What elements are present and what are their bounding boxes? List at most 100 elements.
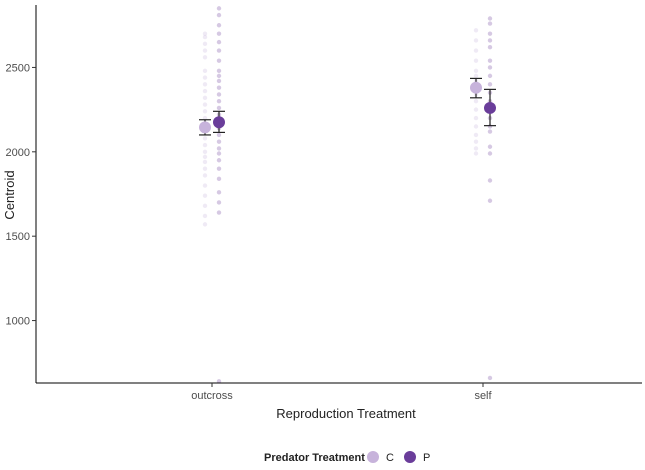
data-point: [202, 159, 208, 165]
data-point: [216, 31, 222, 36]
data-point: [487, 73, 493, 79]
data-point: [487, 375, 493, 381]
y-tick-label: 1000: [6, 316, 30, 328]
data-point: [473, 38, 479, 43]
data-point: [216, 73, 222, 79]
data-point: [473, 146, 479, 151]
data-point: [487, 58, 493, 63]
legend-key-p: [404, 451, 416, 463]
data-point: [216, 85, 222, 90]
data-point: [473, 58, 479, 63]
data-point: [202, 55, 208, 60]
data-point: [487, 151, 493, 156]
data-point: [487, 65, 493, 70]
data-point: [202, 136, 208, 141]
data-point: [216, 6, 222, 11]
data-point: [473, 151, 479, 156]
data-point: [487, 178, 493, 183]
y-ticks: 1000 1500 2000 2500: [6, 62, 36, 328]
data-point: [216, 98, 222, 104]
legend-title: Predator Treatment: [264, 452, 365, 464]
data-point: [202, 149, 208, 155]
data-point: [473, 68, 479, 74]
x-axis-title: Reproduction Treatment: [276, 406, 416, 421]
data-point: [216, 92, 222, 97]
data-point: [487, 82, 493, 87]
data-point: [202, 166, 208, 171]
data-point: [473, 139, 479, 144]
mean-point: [484, 101, 496, 114]
data-point: [202, 95, 208, 101]
y-tick-label: 2500: [6, 62, 30, 74]
data-point: [216, 48, 222, 53]
data-point: [202, 75, 208, 80]
data-point: [202, 109, 208, 114]
data-point: [473, 115, 479, 121]
data-point: [216, 23, 222, 28]
x-tick-label: outcross: [191, 390, 233, 402]
mean-points-layer: [199, 81, 496, 134]
data-point: [202, 48, 208, 53]
y-axis-title: Centroid: [2, 170, 17, 219]
data-point: [216, 78, 222, 84]
data-point: [202, 203, 208, 209]
jitter-points-layer: [202, 6, 493, 384]
data-point: [202, 183, 208, 188]
data-point: [487, 16, 493, 21]
data-point: [473, 98, 479, 104]
data-point: [487, 38, 493, 43]
data-point: [202, 193, 208, 198]
data-point: [216, 158, 222, 163]
data-point: [216, 39, 222, 45]
data-point: [202, 154, 208, 160]
data-point: [202, 102, 208, 107]
mean-point: [470, 81, 482, 94]
data-point: [473, 48, 479, 53]
data-point: [216, 379, 222, 384]
legend-label-c: C: [386, 452, 394, 464]
y-tick-label: 2000: [6, 147, 30, 159]
legend-key-c: [367, 451, 379, 463]
data-point: [202, 31, 208, 36]
legend-label-p: P: [423, 452, 430, 464]
data-point: [216, 68, 222, 74]
data-point: [473, 107, 479, 112]
data-point: [473, 73, 479, 79]
data-point: [216, 166, 222, 171]
data-point: [216, 210, 222, 215]
data-point: [473, 28, 479, 33]
x-ticks: outcross self: [191, 383, 492, 402]
x-tick-label: self: [474, 390, 492, 402]
y-tick-label: 1500: [6, 231, 30, 243]
data-point: [202, 222, 208, 227]
mean-point: [199, 121, 211, 134]
data-point: [216, 151, 222, 156]
data-point: [216, 58, 222, 63]
data-point: [202, 88, 208, 94]
data-point: [202, 34, 208, 40]
data-point: [216, 132, 222, 138]
data-point: [202, 173, 208, 178]
data-point: [216, 190, 222, 195]
data-point: [216, 12, 222, 18]
data-point: [216, 146, 222, 151]
data-point: [487, 129, 493, 134]
legend: Predator Treatment C P: [264, 451, 430, 464]
data-point: [473, 124, 479, 129]
data-point: [216, 139, 222, 144]
data-point: [487, 44, 493, 50]
data-point: [202, 41, 208, 47]
data-point: [202, 82, 208, 87]
data-point: [487, 21, 493, 26]
data-point: [473, 132, 479, 138]
data-point: [202, 68, 208, 74]
data-point: [216, 200, 222, 205]
data-point: [487, 31, 493, 36]
data-point: [216, 105, 222, 111]
data-point: [202, 213, 208, 219]
data-point: [487, 198, 493, 203]
mean-point: [213, 116, 225, 129]
data-point: [487, 144, 493, 149]
data-point: [216, 176, 222, 182]
